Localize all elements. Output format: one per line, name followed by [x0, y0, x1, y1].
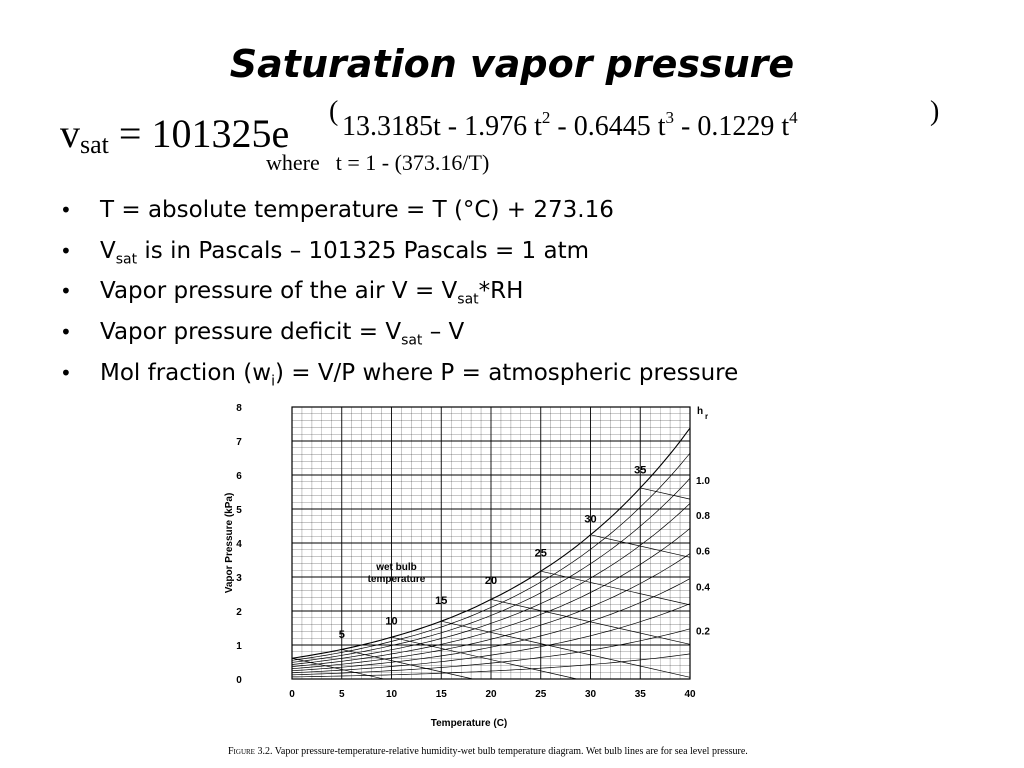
wet-bulb-title: temperature	[368, 574, 426, 585]
rh-curve	[292, 653, 691, 678]
wet-bulb-line	[590, 534, 691, 558]
bullet-subscript: i	[271, 373, 275, 390]
bullet-text: Vapor pressure of the air V = V	[100, 278, 458, 305]
vapor-pressure-chart: 0 5 10 15 20 25 30 35 40 0 1 2 3 4 5 6 7 8 Temperature (C)…	[224, 403, 710, 729]
bullet-text: Vapor pressure deficit = V	[100, 319, 402, 346]
rh-curve	[291, 553, 691, 669]
rh-tick-label: 1.0	[696, 476, 710, 487]
wet-bulb-label: 20	[485, 575, 497, 587]
wet-bulb-label: 15	[435, 595, 447, 607]
rh-curve	[291, 528, 691, 667]
exponent-power-1: 2	[541, 108, 551, 127]
y-tick-label: 2	[236, 607, 242, 618]
rh-curve	[291, 503, 691, 665]
caption-text: Vapor pressure-temperature-relative humi…	[272, 746, 748, 757]
bullet-text: ) = V/P where P = atmospheric pressure	[274, 359, 739, 386]
wet-bulb-line	[441, 620, 691, 678]
figure-caption: Figure 3.2. Vapor pressure-temperature-r…	[228, 746, 748, 757]
rh-curve	[291, 452, 691, 661]
formula-lhs: vsat = 101325e	[60, 110, 289, 160]
rh-curve	[291, 628, 691, 676]
bullet-vsat-units: Vsat is in Pascals – 101325 Pascals = 1 …	[58, 233, 738, 274]
wet-bulb-title: wet bulb	[375, 562, 417, 573]
formula-var-sub: sat	[80, 130, 109, 159]
exponent-power-3: 4	[789, 108, 798, 127]
bullet-text: *RH	[478, 278, 524, 305]
bullet-subscript: sat	[457, 291, 479, 308]
formula-open-paren: (	[329, 96, 339, 127]
exponent-term-1: 13.3185t - 1.976 t	[342, 111, 542, 142]
rh-tick-label: 0.4	[696, 583, 710, 594]
rh-curve	[291, 578, 691, 672]
y-tick-label: 8	[236, 403, 242, 414]
slide-title: Saturation vapor pressure	[229, 42, 795, 86]
formula-base: = 101325e	[118, 111, 290, 156]
bullet-subscript: sat	[115, 251, 138, 268]
y-tick-label: 5	[236, 505, 242, 516]
x-tick-label: 20	[485, 689, 497, 700]
formula-where-clause: where t = 1 - (373.16/T)	[266, 150, 489, 176]
bullet-subscript: sat	[401, 332, 423, 349]
x-axis-label: Temperature (C)	[431, 718, 508, 729]
wet-bulb-label: 10	[385, 616, 397, 628]
y-tick-label: 0	[236, 675, 242, 686]
y-tick-label: 1	[236, 641, 242, 652]
t-definition: t = 1 - (373.16/T)	[335, 150, 490, 175]
formula-var: v	[60, 111, 80, 156]
formula-close-paren: )	[930, 96, 940, 127]
exponent-term-2: - 0.6445 t	[550, 111, 666, 142]
wet-bulb-line	[490, 599, 691, 645]
bullet-text: T = absolute temperature = T (°C) + 273.…	[100, 197, 614, 223]
wet-bulb-label: 25	[535, 548, 547, 560]
bullet-list: T = absolute temperature = T (°C) + 273.…	[58, 192, 738, 395]
bullet-text: Mol fraction (w	[100, 359, 272, 386]
x-tick-label: 35	[635, 689, 647, 700]
x-tick-label: 5	[339, 689, 345, 700]
wet-bulb-line	[640, 487, 691, 500]
x-tick-label: 25	[535, 689, 547, 700]
plot-border	[291, 406, 691, 680]
wet-bulb-line	[341, 649, 473, 680]
y-tick-label: 6	[236, 471, 242, 482]
wet-bulb-label: 35	[634, 464, 646, 476]
caption-figure-label: Figure 3.2.	[228, 746, 273, 757]
exponent-power-2: 3	[665, 108, 675, 127]
bullet-absolute-temperature: T = absolute temperature = T (°C) + 273.…	[58, 192, 738, 233]
saturation-formula: vsat = 101325e ( 13.3185t - 1.976 t2 - 0…	[0, 0, 1024, 180]
y-axis-label: Vapor Pressure (kPa)	[224, 493, 235, 594]
y-tick-label: 7	[236, 437, 242, 448]
x-tick-label: 30	[585, 689, 597, 700]
formula-exponent: 13.3185t - 1.976 t2 - 0.6445 t3 - 0.1229…	[342, 108, 798, 143]
rh-tick-label: 0.2	[696, 627, 710, 638]
bullet-text: is in Pascals – 101325 Pascals = 1 atm	[137, 237, 590, 264]
wet-bulb-label: 30	[584, 514, 596, 526]
exponent-term-3: - 0.1229 t	[674, 111, 790, 142]
wet-bulb-line	[540, 570, 691, 606]
rh-tick-label: 0.6	[696, 546, 710, 557]
rh-curve	[291, 478, 691, 663]
bullet-vapor-pressure-deficit: Vapor pressure deficit = Vsat – V	[58, 314, 738, 355]
rh-curve	[291, 427, 691, 659]
bullet-text: V	[100, 237, 116, 264]
bullet-vapor-pressure-air: Vapor pressure of the air V = Vsat*RH	[58, 273, 738, 314]
wet-bulb-line	[391, 636, 578, 680]
rh-axis-label: h	[697, 406, 703, 417]
rh-curve	[291, 603, 691, 674]
bullet-text: – V	[422, 319, 465, 346]
wet-bulb-line	[291, 657, 385, 680]
bullet-mol-fraction: Mol fraction (wi) = V/P where P = atmosp…	[58, 355, 738, 396]
rh-axis-sub: r	[705, 412, 708, 421]
y-tick-label: 4	[236, 539, 242, 550]
x-tick-label: 10	[386, 689, 398, 700]
where-label: where	[266, 150, 320, 175]
y-tick-label: 3	[236, 573, 242, 584]
x-tick-label: 0	[289, 689, 295, 700]
wet-bulb-label: 5	[339, 629, 345, 641]
x-tick-label: 40	[684, 689, 696, 700]
x-tick-label: 15	[436, 689, 448, 700]
rh-tick-label: 0.8	[696, 511, 710, 522]
